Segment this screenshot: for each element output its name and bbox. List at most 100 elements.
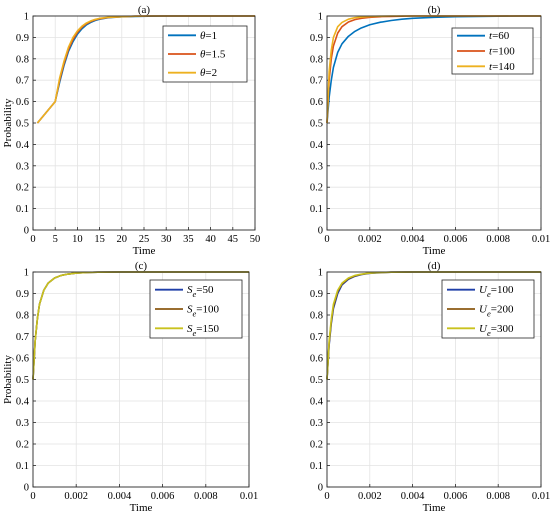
x-axis-label: Time <box>423 245 446 257</box>
legend-label: θ=1.5 <box>200 49 226 61</box>
x-tick-label: 50 <box>250 234 261 245</box>
y-tick-label: 0.3 <box>16 161 29 172</box>
x-tick-label: 35 <box>183 234 194 245</box>
legend-label: Se=150 <box>187 323 219 338</box>
legend-label-rest: =100 <box>491 284 514 296</box>
legend-label-rest: =150 <box>196 323 219 335</box>
x-axis-label: Time <box>130 502 153 514</box>
y-tick-label: 0.3 <box>16 418 29 429</box>
legend-label-rest: =300 <box>491 323 514 335</box>
legend-label-sub: e <box>193 289 197 299</box>
legend-label: Ue=200 <box>479 304 514 319</box>
legend-label-var: t <box>489 30 493 42</box>
y-tick-label: 0.8 <box>310 311 323 322</box>
panel-title: (b) <box>428 4 441 16</box>
x-tick-label: 0.01 <box>240 491 258 502</box>
y-tick-label: 1 <box>24 268 29 279</box>
x-tick-label: 0.002 <box>64 491 88 502</box>
x-tick-label: 0.01 <box>532 234 550 245</box>
legend-label-var: θ <box>200 30 206 42</box>
legend-label: θ=1 <box>200 30 217 42</box>
legend-label-value: =100 <box>492 46 515 58</box>
y-tick-label: 0.5 <box>310 375 323 386</box>
x-tick-label: 0.008 <box>486 491 510 502</box>
y-tick-label: 0.7 <box>310 332 323 343</box>
x-tick-label: 45 <box>228 234 239 245</box>
y-tick-label: 0 <box>24 226 29 237</box>
y-axis-label: Probability <box>2 98 14 147</box>
x-axis-label: Time <box>423 502 446 514</box>
legend-label: θ=2 <box>200 67 217 79</box>
panel-a: 0 5 10 15 20 25 30 35 40 45 50 0 0.1 0.2 0.3 0.4 0.5 0.6 0… <box>2 4 260 257</box>
y-tick-label: 0.4 <box>16 397 30 408</box>
legend-label-sub: e <box>487 328 491 338</box>
y-tick-label: 0.3 <box>310 418 323 429</box>
x-tick-label: 0 <box>324 491 329 502</box>
y-tick-label: 0.6 <box>16 354 29 365</box>
x-tick-label: 40 <box>205 234 216 245</box>
y-tick-label: 0.9 <box>310 33 323 44</box>
y-tick-label: 0.6 <box>310 354 323 365</box>
legend-label-rest: =50 <box>196 284 214 296</box>
legend-label-main: U <box>479 284 488 296</box>
x-tick-label: 0.004 <box>401 491 425 502</box>
legend-label: Ue=100 <box>479 284 514 299</box>
x-tick-label: 0.004 <box>401 234 425 245</box>
x-tick-label: 0.006 <box>444 234 468 245</box>
y-tick-label: 0.7 <box>310 76 323 87</box>
x-tick-label: 0.006 <box>151 491 175 502</box>
legend-label-value: =60 <box>492 30 510 42</box>
legend-label-sub: e <box>487 309 491 319</box>
panel-title: (d) <box>428 260 441 272</box>
y-tick-label: 0.7 <box>16 332 29 343</box>
x-tick-label: 10 <box>72 234 83 245</box>
y-tick-label: 0.1 <box>16 204 29 215</box>
y-tick-label: 0.9 <box>310 289 323 300</box>
panel-d: 0 0.002 0.004 0.006 0.008 0.01 0 0.1 0.2 0.3 0.4 0.… <box>310 260 550 514</box>
y-tick-label: 0.9 <box>16 289 29 300</box>
axes-box <box>32 15 256 231</box>
y-tick-label: 1 <box>318 268 323 279</box>
axes-box <box>32 271 250 488</box>
y-tick-label: 0.8 <box>310 54 323 65</box>
y-tick-label: 0.8 <box>16 311 29 322</box>
y-tick-label: 0.1 <box>310 204 323 215</box>
legend-label-value: =1.5 <box>205 49 225 61</box>
panel-b: 0 0.002 0.004 0.006 0.008 0.01 0 0.1 0.2 0.3 0.4 0.… <box>310 4 550 257</box>
y-tick-label: 0.8 <box>16 54 29 65</box>
y-tick-label: 0.2 <box>310 183 323 194</box>
legend-label-rest: =100 <box>196 304 219 316</box>
legend-label-var: t <box>489 46 493 58</box>
y-tick-label: 0 <box>318 483 323 494</box>
y-tick-label: 0.6 <box>310 97 323 108</box>
legend-label: t=100 <box>489 46 515 58</box>
legend-label-var: θ <box>200 49 206 61</box>
y-tick-label: 0.2 <box>16 183 29 194</box>
legend-label-sub: e <box>193 309 197 319</box>
legend-label-var: t <box>489 61 493 73</box>
axes-box <box>326 15 542 231</box>
y-tick-label: 0.5 <box>16 375 29 386</box>
x-tick-label: 20 <box>117 234 128 245</box>
legend-label: t=60 <box>489 30 510 42</box>
y-axis-label: Probability <box>2 355 14 404</box>
x-tick-label: 0.004 <box>108 491 132 502</box>
y-tick-label: 0.1 <box>16 461 29 472</box>
legend-label-main: S <box>187 284 193 296</box>
legend-label: t=140 <box>489 61 515 73</box>
y-tick-label: 0.3 <box>310 161 323 172</box>
x-tick-label: 0.002 <box>358 234 382 245</box>
x-tick-label: 0 <box>30 491 35 502</box>
x-tick-label: 0.008 <box>486 234 510 245</box>
x-tick-label: 15 <box>94 234 105 245</box>
x-axis-label: Time <box>133 245 156 257</box>
y-tick-label: 0.9 <box>16 33 29 44</box>
legend-label: Ue=300 <box>479 323 514 338</box>
x-tick-label: 30 <box>161 234 172 245</box>
axes-box <box>326 271 542 488</box>
legend-label-sub: e <box>487 289 491 299</box>
